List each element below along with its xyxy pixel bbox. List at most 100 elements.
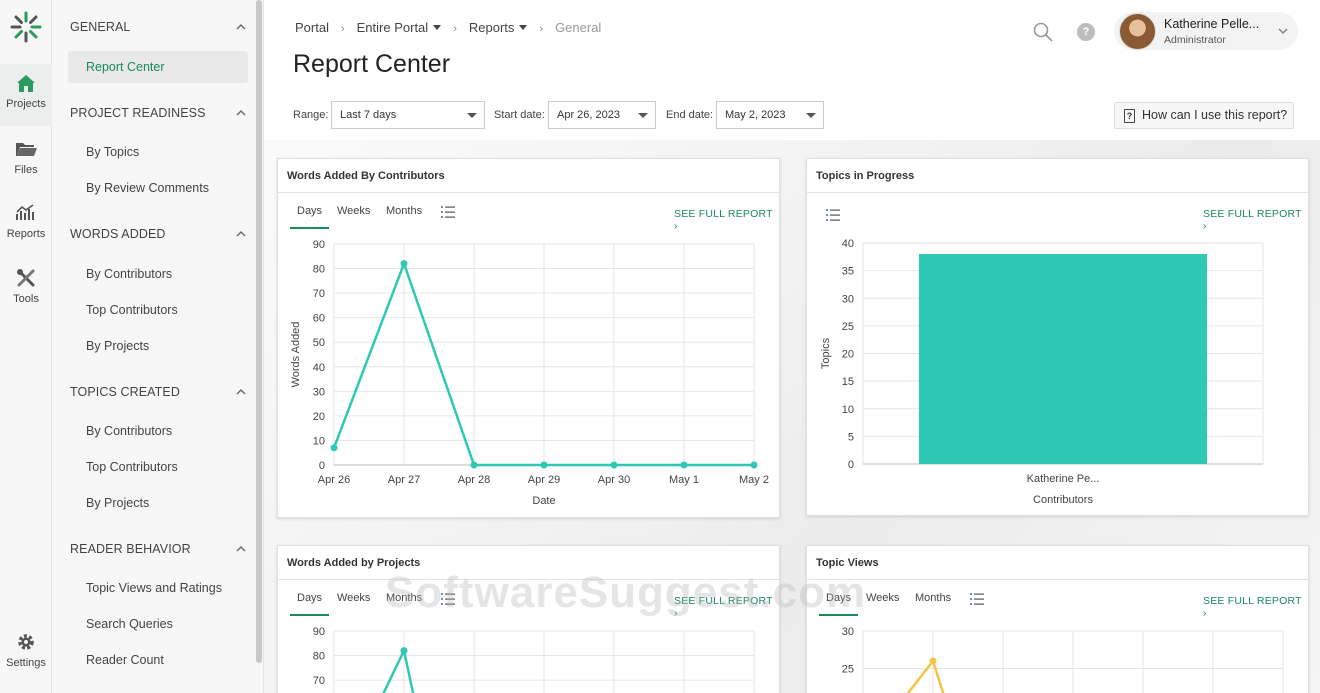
user-role: Administrator: [1164, 34, 1226, 46]
nav-item-search-queries[interactable]: Search Queries: [86, 617, 173, 631]
start-date-picker[interactable]: Apr 26, 2023: [548, 101, 656, 129]
rail-label: Files: [14, 164, 38, 176]
nav-section-words-added[interactable]: WORDS ADDED: [70, 227, 246, 241]
search-icon[interactable]: [1032, 21, 1054, 43]
nav-section-reader-behavior[interactable]: READER BEHAVIOR: [70, 542, 246, 556]
nav-item-topics-by-contributors[interactable]: By Contributors: [86, 424, 173, 438]
nav-item-reader-count[interactable]: Reader Count: [86, 653, 164, 667]
rail-label: Reports: [6, 228, 46, 240]
rail-item-settings[interactable]: Settings: [0, 631, 52, 669]
chevron-up-icon: [236, 546, 246, 552]
start-date-label: Start date:: [494, 109, 545, 121]
rail-label: Projects: [6, 98, 46, 110]
breadcrumb-reports[interactable]: Reports: [469, 20, 528, 35]
tab-months[interactable]: Months: [915, 592, 952, 604]
breadcrumb-entire-portal[interactable]: Entire Portal: [357, 20, 442, 35]
chart-topics-in-progress: 0 5 10 15 20 25 30 35 40 Katherine Pe... Contribut…: [820, 238, 1264, 506]
see-full-report-link[interactable]: SEE FULL REPORT ›: [1203, 208, 1302, 232]
x-axis-title: Contributors: [1033, 494, 1093, 506]
rail-item-reports[interactable]: Reports: [0, 202, 52, 240]
app-logo-icon[interactable]: [9, 10, 43, 44]
y-axis-title: Topics: [820, 337, 832, 369]
tab-days[interactable]: Days: [819, 592, 859, 616]
tab-weeks[interactable]: Weeks: [337, 205, 371, 217]
x-tick-label: Apr 30: [598, 474, 630, 486]
card-words-by-projects: Words Added by Projects Days Weeks Month…: [277, 545, 780, 693]
nav-section-title: TOPICS CREATED: [70, 385, 180, 399]
see-full-report-link[interactable]: SEE FULL REPORT ›: [1203, 595, 1302, 619]
x-axis-title: Date: [532, 495, 555, 507]
chart-words-by-projects: 70 80 90: [313, 626, 755, 693]
nav-item-words-top-contributors[interactable]: Top Contributors: [86, 303, 178, 317]
y-tick-label: 70: [313, 288, 325, 300]
nav-section-general[interactable]: GENERAL: [70, 20, 246, 34]
list-view-icon[interactable]: [970, 593, 984, 605]
y-tick-label: 70: [313, 675, 325, 687]
x-tick-label: Apr 27: [388, 474, 420, 486]
rail-item-tools[interactable]: Tools: [0, 267, 52, 305]
report-help-button[interactable]: ? How can I use this report?: [1114, 102, 1294, 129]
nav-item-topic-views-ratings[interactable]: Topic Views and Ratings: [86, 581, 222, 595]
tab-weeks[interactable]: Weeks: [337, 592, 371, 604]
breadcrumb-separator-icon: ›: [340, 23, 345, 35]
tab-months[interactable]: Months: [386, 205, 423, 217]
y-tick-label: 0: [319, 460, 325, 472]
y-tick-label: 40: [842, 238, 854, 250]
user-menu[interactable]: Katherine Pelle... Administrator: [1114, 12, 1298, 50]
rail-item-files[interactable]: Files: [0, 138, 52, 176]
x-tick-label: Katherine Pe...: [1027, 473, 1100, 485]
card-words-by-contributors: Words Added By Contributors Days Weeks M…: [277, 158, 780, 518]
range-select[interactable]: Last 7 days: [331, 101, 485, 129]
nav-section-title: WORDS ADDED: [70, 227, 166, 241]
data-point: [330, 444, 338, 452]
nav-item-words-by-projects[interactable]: By Projects: [86, 339, 150, 353]
card-title: Topics in Progress: [816, 170, 915, 182]
data-point: [470, 461, 478, 469]
data-point: [400, 260, 408, 268]
rail-item-projects[interactable]: Projects: [0, 64, 52, 126]
nav-section-project-readiness[interactable]: PROJECT READINESS: [70, 106, 246, 120]
nav-item-by-review-comments[interactable]: By Review Comments: [86, 181, 209, 195]
data-point: [610, 461, 618, 469]
breadcrumb-portal[interactable]: Portal: [295, 20, 329, 35]
nav-section-title: READER BEHAVIOR: [70, 542, 191, 556]
tab-days[interactable]: Days: [290, 205, 330, 229]
nav-section-topics-created[interactable]: TOPICS CREATED: [70, 385, 246, 399]
x-tick-label: Apr 29: [528, 474, 560, 486]
series-line: [382, 646, 415, 693]
data-point: [750, 461, 758, 469]
report-help-label: How can I use this report?: [1142, 108, 1288, 122]
card-title: Words Added By Contributors: [287, 170, 445, 182]
y-axis-title: Words Added: [290, 322, 302, 388]
list-view-icon[interactable]: [826, 209, 840, 221]
list-view-icon[interactable]: [441, 593, 455, 605]
nav-item-words-by-contributors[interactable]: By Contributors: [86, 267, 173, 281]
end-date-picker[interactable]: May 2, 2023: [716, 101, 824, 129]
range-value: Last 7 days: [340, 109, 397, 121]
tab-days[interactable]: Days: [290, 592, 330, 616]
help-icon[interactable]: ?: [1077, 23, 1095, 41]
y-tick-label: 35: [842, 266, 854, 278]
nav-scrollbar[interactable]: [256, 0, 262, 663]
nav-item-by-topics[interactable]: By Topics: [86, 145, 140, 159]
user-name: Katherine Pelle...: [1164, 17, 1260, 31]
tab-months[interactable]: Months: [386, 592, 423, 604]
reports-icon: [16, 204, 34, 220]
data-point: [540, 461, 548, 469]
card-topic-views: Topic Views Days Weeks Months SEE FULL R…: [806, 545, 1309, 693]
chart-words-by-contributors: 0 10 20 30 40 50 60 70 80 90 Apr 26 Apr 27 Apr 28 Apr…: [290, 239, 769, 507]
nav-item-topics-by-projects[interactable]: By Projects: [86, 496, 150, 510]
nav-item-topics-top-contributors[interactable]: Top Contributors: [86, 460, 178, 474]
end-date-value: May 2, 2023: [725, 109, 786, 121]
y-tick-label: 5: [848, 431, 854, 443]
bar: [919, 254, 1207, 464]
nav-item-report-center[interactable]: Report Center: [68, 51, 248, 83]
chart-topic-views: 25 30: [842, 626, 1284, 693]
y-tick-label: 20: [842, 349, 854, 361]
tab-weeks[interactable]: Weeks: [866, 592, 900, 604]
caret-down-icon: [467, 113, 477, 118]
see-full-report-link[interactable]: SEE FULL REPORT ›: [674, 208, 773, 232]
nav-section-title: PROJECT READINESS: [70, 106, 206, 120]
see-full-report-link[interactable]: SEE FULL REPORT ›: [674, 595, 773, 619]
list-view-icon[interactable]: [441, 206, 455, 218]
